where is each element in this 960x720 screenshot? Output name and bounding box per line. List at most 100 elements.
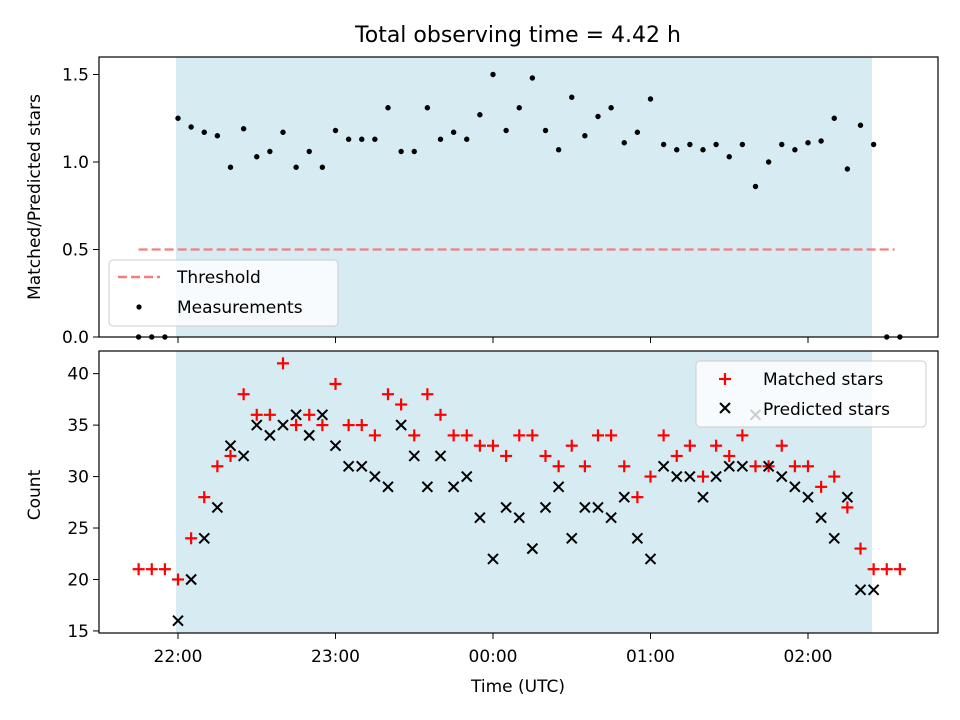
matched-stars-point: [775, 439, 788, 452]
measurements-point: [857, 122, 864, 128]
matched-stars-point: [697, 470, 709, 483]
matched-stars-point: [815, 480, 828, 493]
y-tick-label: 20: [67, 570, 89, 590]
predicted-stars-point: [671, 470, 683, 483]
predicted-stars-point: [290, 409, 302, 421]
predicted-stars-point: [631, 532, 644, 545]
matched-stars-point: [145, 563, 158, 576]
matched-stars-point: [565, 439, 578, 452]
measurements-point: [503, 127, 509, 134]
measurements-point: [542, 127, 549, 134]
matched-stars-point: [788, 460, 801, 473]
measurements-point: [516, 105, 522, 111]
matched-legend-swatch: [719, 373, 731, 385]
measurements-point: [621, 140, 627, 146]
x-tick-label: 02:00: [784, 647, 833, 667]
y-tick-label: 0.5: [62, 241, 89, 261]
predicted-stars-point: [474, 512, 486, 524]
measurements-point: [332, 127, 339, 134]
matched-stars-point: [802, 460, 814, 473]
matched-stars-point: [290, 419, 303, 432]
measurements-point: [372, 136, 378, 142]
matched-stars-point: [421, 388, 434, 401]
predicted-stars-point: [867, 584, 880, 596]
matched-stars-point: [710, 439, 723, 452]
y-tick-label: 1.0: [62, 153, 89, 173]
matched-stars-point: [447, 429, 460, 442]
count-legend-box: [695, 360, 927, 428]
x-axis-label: Time (UTC): [470, 677, 565, 697]
measurements-point: [267, 148, 273, 155]
matched-stars-point: [132, 563, 145, 576]
matched-stars-point: [185, 532, 198, 545]
predicted-stars-point: [329, 439, 342, 452]
matched-stars-point: [487, 439, 499, 452]
predicted-stars-point: [277, 419, 289, 431]
predicted-stars-point: [237, 450, 250, 462]
matched-stars-point: [368, 429, 381, 442]
predicted-stars-point: [605, 512, 617, 524]
predicted-stars-point: [579, 501, 591, 514]
predicted-stars-point: [382, 481, 394, 493]
measurements-point: [385, 105, 391, 111]
matched-stars-point: [854, 542, 867, 555]
predicted-stars-point: [657, 460, 670, 472]
matched-stars-point: [316, 419, 329, 432]
measurements-point: [319, 164, 326, 170]
measurements-point: [674, 147, 680, 153]
predicted-stars-point: [828, 532, 840, 545]
predicted-stars-point: [841, 491, 854, 503]
matched-stars-point: [539, 449, 552, 462]
predicted-stars-point: [697, 491, 709, 503]
matched-stars-point: [749, 460, 762, 473]
predicted-stars-point: [500, 501, 512, 514]
measurements-point: [529, 75, 536, 81]
predicted-stars-point: [198, 532, 210, 545]
predicted-stars-point: [224, 439, 237, 452]
predicted-stars-point: [776, 470, 788, 483]
predicted-stars-point: [526, 542, 539, 555]
measurements-point: [713, 141, 719, 148]
y-tick-label: 1.5: [62, 66, 89, 86]
x-tick-label: 23:00: [311, 647, 360, 667]
measurements-point: [595, 113, 601, 120]
measurements-point: [254, 154, 260, 160]
matched-stars-point: [158, 563, 171, 576]
figure-title: Total observing time = 4.42 h: [354, 23, 681, 48]
matched-stars-point: [263, 408, 276, 421]
matched-stars-point: [670, 449, 683, 462]
measurements-legend-swatch: [136, 304, 142, 310]
predicted-stars-point: [566, 532, 578, 545]
ratio-panel: 0.0 0.5 1.0 1.5 Matched/Predicted stars Thr…: [25, 56, 939, 348]
measurements-point: [582, 133, 588, 139]
measurements-point: [818, 138, 824, 144]
measurements-point: [175, 115, 181, 121]
matched-stars-point: [841, 501, 854, 514]
measurements-point: [188, 124, 194, 130]
x-tick-label: 22:00: [154, 647, 203, 667]
matched-stars-point: [382, 388, 394, 401]
predicted-legend-label: Predicted stars: [763, 400, 890, 420]
predicted-stars-point: [618, 491, 630, 503]
predicted-stars-point: [316, 409, 329, 421]
y-tick-label: 40: [67, 365, 89, 385]
matched-stars-point: [828, 470, 841, 483]
x-tick-label: 00:00: [469, 647, 518, 667]
measurements-point: [739, 141, 746, 148]
measurements-point: [831, 115, 837, 121]
predicted-stars-point: [185, 573, 197, 586]
matched-stars-point: [578, 460, 591, 473]
measurements-point: [765, 159, 772, 165]
predicted-stars-point: [447, 481, 460, 493]
measurements-point: [490, 71, 496, 78]
measurements-point: [293, 164, 299, 170]
measurements-point: [411, 148, 417, 155]
predicted-stars-point: [710, 470, 722, 483]
measurements-point: [227, 164, 234, 170]
matched-stars-point: [237, 388, 250, 401]
predicted-stars-point: [434, 450, 447, 462]
measurements-point: [450, 129, 457, 135]
predicted-stars-point: [513, 512, 525, 524]
matched-stars-point: [342, 419, 355, 432]
